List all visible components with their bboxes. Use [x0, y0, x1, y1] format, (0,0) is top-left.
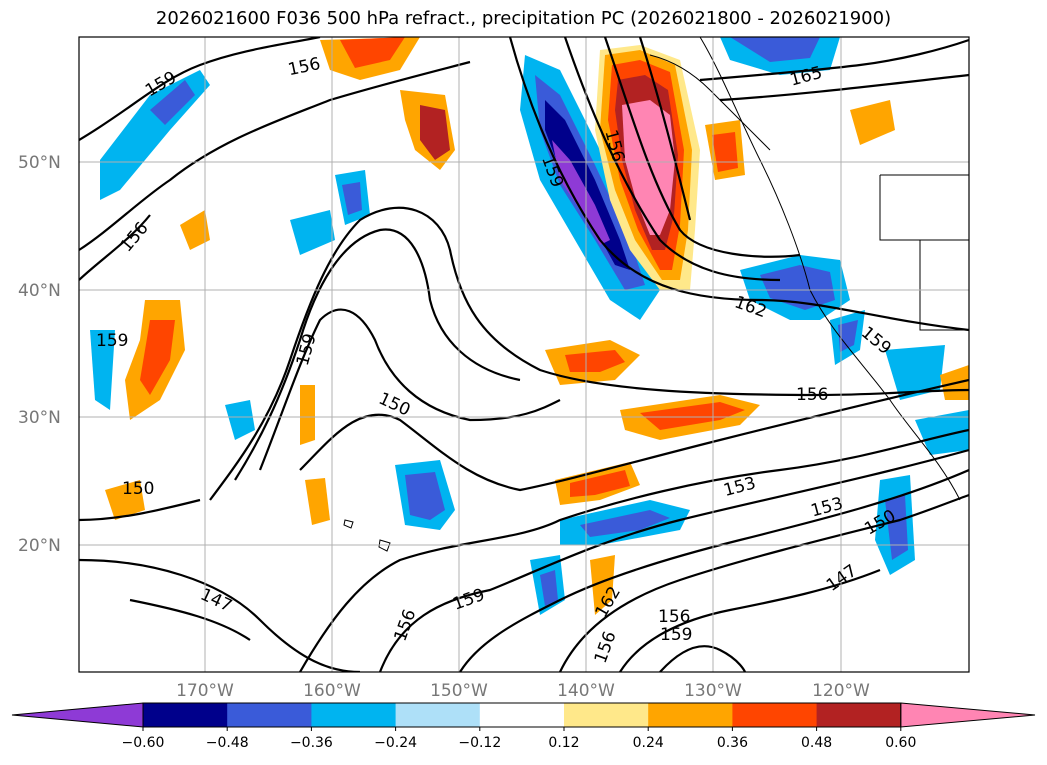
precip-positive-area — [570, 470, 630, 497]
colorbar-extend-high — [900, 702, 1036, 728]
colorbar-segment — [816, 703, 902, 727]
contour-line — [129, 598, 251, 641]
colorbar-segment — [143, 703, 228, 727]
precip-negative-area — [545, 100, 630, 270]
contour-line — [79, 60, 471, 251]
contour-line — [699, 38, 969, 82]
contour-line — [603, 37, 801, 258]
colorbar-tick-label: −0.60 — [122, 735, 165, 751]
precip-negative-area — [760, 265, 835, 310]
precip-positive-area — [180, 210, 210, 250]
lat-label: 30°N — [18, 408, 61, 428]
colorbar-tick-label: 0.48 — [801, 735, 832, 751]
colorbar-tick-label: −0.12 — [458, 735, 501, 751]
precip-positive-area — [565, 350, 625, 372]
contour-line — [299, 378, 969, 492]
map-title: 2026021600 F036 500 hPa refract., precip… — [155, 8, 892, 29]
lat-label: 20°N — [18, 536, 61, 556]
colorbar-segment — [311, 703, 397, 727]
contour-line — [638, 37, 692, 221]
contour-line — [508, 37, 969, 332]
grid-lines — [79, 37, 969, 672]
precip-negative-area — [150, 80, 195, 125]
colorbar-tick-label: −0.36 — [290, 735, 333, 751]
colorbar-segment — [732, 703, 818, 727]
precip-negative-area — [915, 410, 969, 455]
colorbar-segment — [227, 703, 312, 727]
state-border — [879, 174, 969, 331]
contour-label: 159 — [660, 625, 692, 645]
colorbar: −0.60 −0.48 −0.36 −0.24 −0.12 0.12 0.24 0.36 0.4… — [11, 702, 1036, 751]
precip-negative-area — [90, 330, 115, 410]
lon-label: 150°W — [430, 681, 488, 701]
precip-positive-area — [622, 100, 675, 235]
lat-axis-labels: 50°N 40°N 30°N 20°N — [18, 153, 61, 556]
precip-negative-area — [225, 400, 255, 440]
colorbar-tick-label: 0.60 — [885, 735, 916, 751]
contour-line — [209, 206, 969, 501]
colorbar-segment — [564, 703, 649, 727]
contour-label: 159 — [96, 331, 128, 351]
colorbar-tick-label: 0.24 — [633, 735, 664, 751]
lon-label: 160°W — [303, 681, 361, 701]
contour-line — [299, 428, 969, 672]
lon-label: 130°W — [684, 681, 742, 701]
precip-fill-layer — [90, 37, 969, 615]
contour-line — [459, 468, 969, 672]
lon-label: 120°W — [812, 681, 870, 701]
contour-layer — [79, 37, 969, 672]
contour-label: 156 — [796, 385, 828, 405]
contour-line — [234, 228, 521, 481]
colorbar-segment — [479, 703, 565, 727]
precip-negative-area — [290, 210, 335, 255]
colorbar-tick-label: −0.24 — [374, 735, 417, 751]
precip-negative-area — [580, 510, 670, 537]
precip-positive-area — [105, 480, 145, 520]
contour-line — [659, 645, 747, 672]
precip-positive-area — [420, 105, 450, 160]
colorbar-tick-label: 0.36 — [717, 735, 748, 751]
precip-negative-area — [885, 495, 908, 560]
lon-label: 140°W — [557, 681, 615, 701]
colorbar-extend-low — [11, 702, 144, 728]
precip-positive-area — [640, 402, 745, 430]
precip-positive-area — [300, 385, 315, 445]
contour-line — [79, 214, 151, 281]
contour-line — [563, 37, 781, 282]
precip-negative-area — [342, 182, 362, 215]
contour-line — [378, 448, 969, 672]
colorbar-segment — [395, 703, 481, 727]
precip-positive-area — [850, 100, 895, 145]
contour-line — [258, 308, 561, 471]
contour-line — [79, 498, 201, 522]
coastline — [649, 54, 771, 151]
plot-frame — [78, 36, 970, 673]
colorbar-tick-label: −0.48 — [206, 735, 249, 751]
lat-label: 50°N — [18, 153, 61, 173]
precip-negative-area — [838, 320, 858, 352]
contour-line — [619, 568, 881, 672]
precip-positive-area — [140, 320, 175, 395]
colorbar-outline — [142, 702, 902, 728]
precip-positive-area — [590, 555, 615, 615]
contour-line — [559, 493, 969, 672]
colorbar-segment — [648, 703, 733, 727]
precip-negative-area — [730, 37, 820, 62]
lon-axis-labels: 170°W 160°W 150°W 140°W 130°W 120°W — [176, 681, 870, 701]
colorbar-tick-label: 0.12 — [548, 735, 579, 751]
precip-negative-area — [405, 472, 445, 520]
precip-negative-area — [540, 570, 558, 606]
precip-positive-area — [340, 37, 405, 68]
contour-line — [79, 558, 361, 672]
contour-label: 156 — [658, 607, 690, 627]
precip-negative-area — [552, 140, 610, 245]
lat-label: 40°N — [18, 281, 61, 301]
lon-label: 170°W — [176, 681, 234, 701]
precip-positive-area — [305, 478, 330, 525]
contour-line — [79, 37, 321, 141]
contour-label: 150 — [122, 479, 154, 499]
precip-negative-area — [885, 345, 945, 400]
